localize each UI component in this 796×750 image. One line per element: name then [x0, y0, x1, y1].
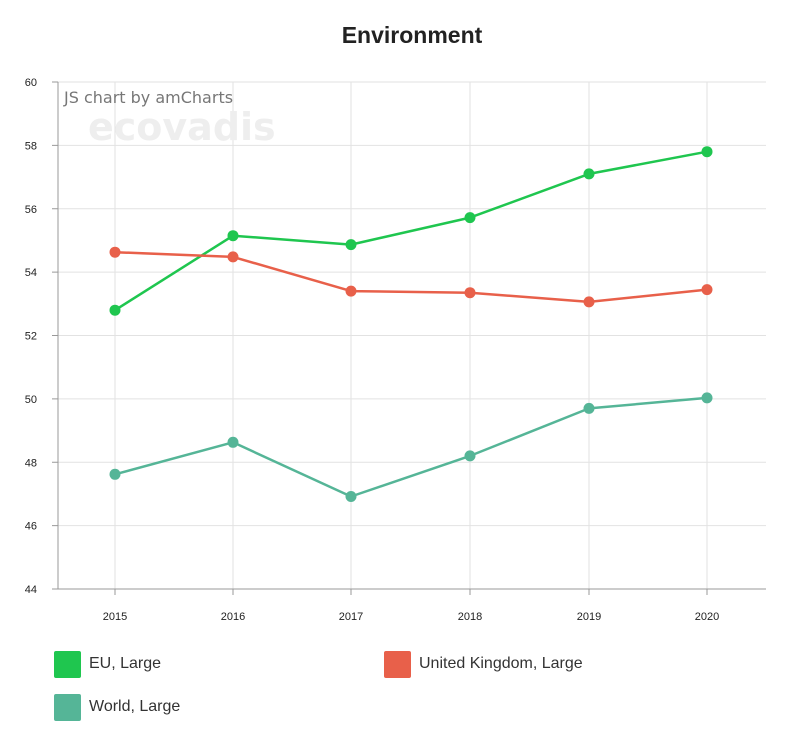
legend-label: EU, Large — [89, 655, 162, 672]
series-line — [114, 150, 708, 312]
data-point[interactable] — [583, 296, 595, 308]
x-axis-ticks: 2015 2016 2017 2018 2019 2020 — [103, 589, 719, 623]
y-tick-label: 54 — [25, 267, 37, 279]
data-point[interactable] — [701, 284, 713, 296]
chart-credit-link[interactable]: JS chart by amCharts — [63, 88, 233, 107]
data-point[interactable] — [464, 287, 476, 299]
data-point[interactable] — [464, 450, 476, 462]
x-tick-label: 2016 — [221, 611, 245, 623]
data-point[interactable] — [701, 146, 713, 158]
series-eu-large — [109, 146, 713, 316]
data-point[interactable] — [109, 246, 121, 258]
y-tick-label: 50 — [25, 394, 37, 406]
legend-item[interactable]: EU, Large — [54, 650, 161, 678]
y-tick-label: 56 — [25, 204, 37, 216]
x-tick-label: 2017 — [339, 611, 363, 623]
series-group — [109, 146, 713, 502]
y-axis-ticks: 44 46 48 50 52 54 56 58 60 — [25, 77, 58, 596]
x-tick-label: 2015 — [103, 611, 127, 623]
y-tick-label: 58 — [25, 140, 37, 152]
data-point[interactable] — [227, 230, 239, 242]
y-tick-label: 52 — [25, 331, 37, 343]
series-united-kingdom-large — [109, 246, 713, 308]
legend-swatch — [54, 693, 81, 721]
data-point[interactable] — [345, 239, 357, 251]
y-tick-label: 46 — [25, 521, 37, 533]
legend-item[interactable]: United Kingdom, Large — [384, 650, 583, 678]
legend-swatch — [54, 650, 81, 678]
series-world-large — [109, 392, 713, 502]
legend-label: United Kingdom, Large — [419, 655, 583, 672]
data-point[interactable] — [583, 168, 595, 180]
series-line — [114, 396, 708, 498]
series-line — [114, 250, 708, 304]
data-point[interactable] — [109, 468, 121, 480]
x-tick-label: 2018 — [458, 611, 482, 623]
y-tick-label: 48 — [25, 457, 37, 469]
data-point[interactable] — [345, 491, 357, 502]
data-point[interactable] — [345, 285, 357, 297]
chart-title: Environment — [341, 22, 483, 48]
legend-swatch — [384, 650, 411, 678]
y-tick-label: 44 — [25, 584, 37, 596]
grid-lines — [58, 81, 766, 590]
data-point[interactable] — [227, 251, 239, 263]
y-tick-label: 60 — [25, 77, 37, 89]
line-chart: ecovadis JS chart by amCharts 44 46 48 50 52… — [25, 77, 766, 623]
data-point[interactable] — [464, 212, 476, 224]
legend-item[interactable]: World, Large — [54, 693, 180, 721]
data-point[interactable] — [227, 436, 239, 448]
data-point[interactable] — [701, 392, 713, 404]
watermark-text: ecovadis — [88, 105, 276, 149]
legend-label: World, Large — [89, 698, 181, 715]
x-tick-label: 2019 — [577, 611, 601, 623]
x-tick-label: 2020 — [695, 611, 719, 623]
data-point[interactable] — [583, 402, 595, 414]
data-point[interactable] — [109, 304, 121, 316]
